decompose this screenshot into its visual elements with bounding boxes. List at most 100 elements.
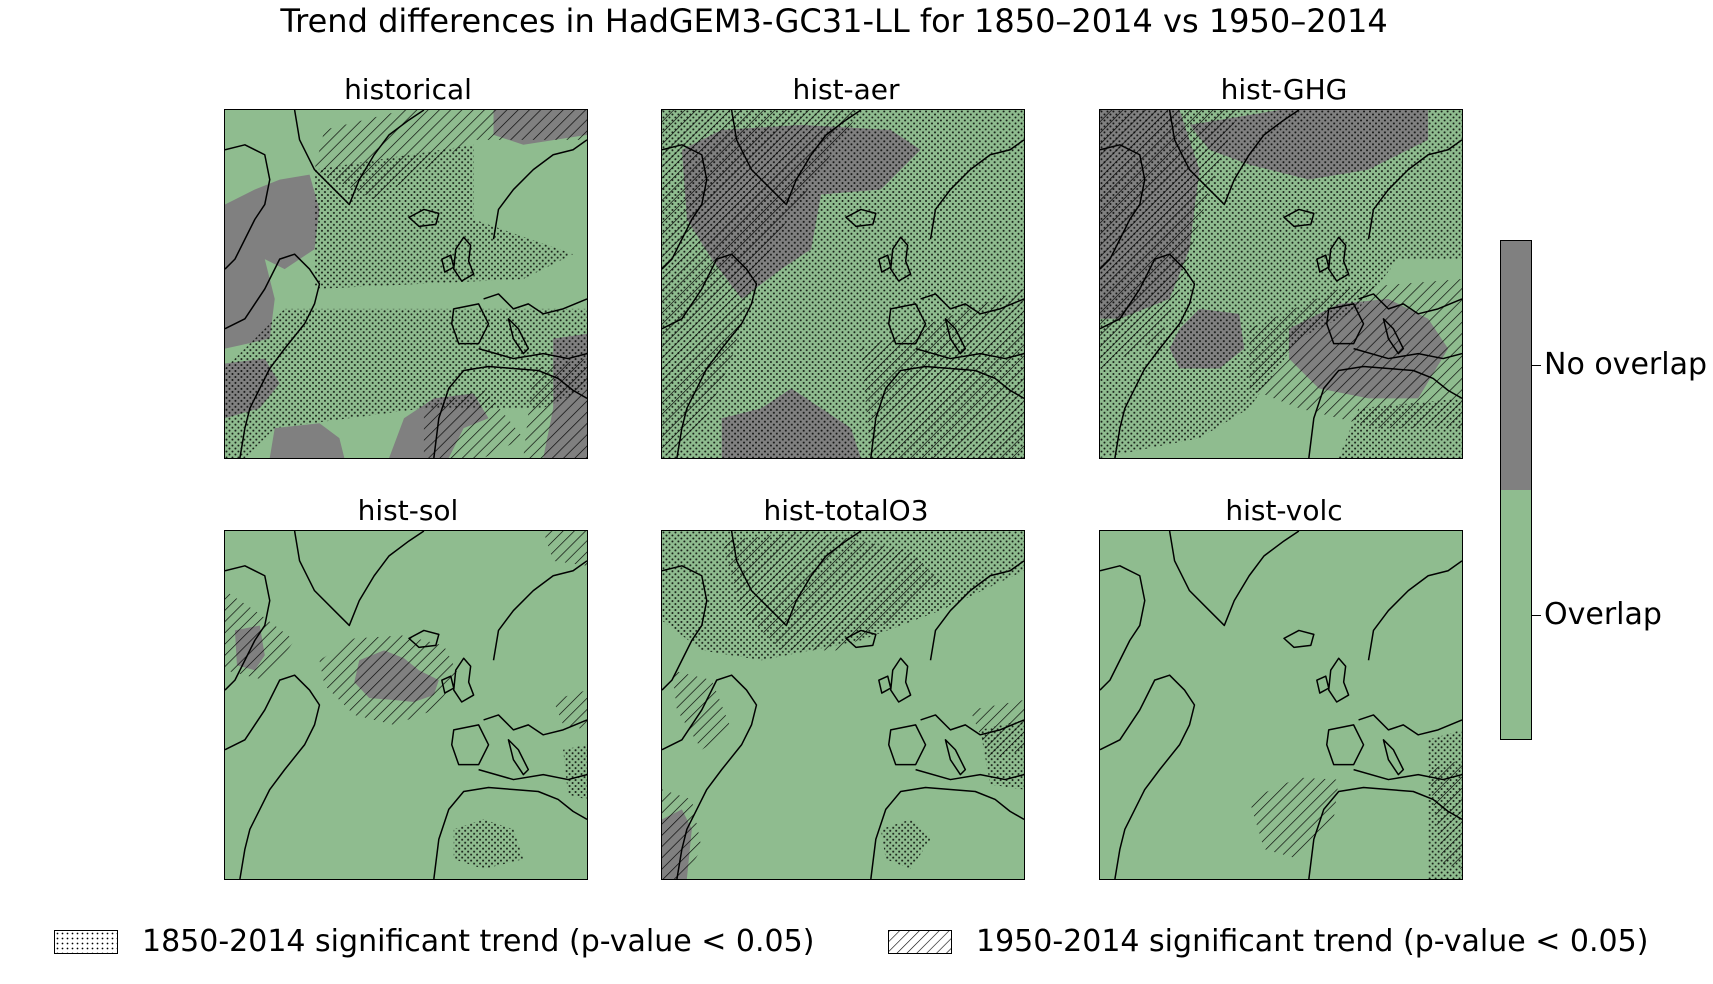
map-hist-ghg	[1099, 109, 1463, 459]
coastline-britain	[452, 236, 475, 282]
coastlines	[662, 531, 1024, 879]
coastline-scandinavia	[1367, 560, 1462, 661]
map-hist-sol	[224, 530, 588, 880]
coastline-ireland	[878, 675, 892, 694]
coastline-iberia	[451, 724, 490, 766]
map-canvas	[1100, 531, 1462, 879]
significance-1950-hatch	[553, 690, 587, 730]
coastline-iberia	[888, 303, 927, 345]
coastline-greenland	[293, 531, 425, 627]
no-overlap-region	[269, 423, 345, 458]
coastline-northAmerica	[662, 674, 758, 879]
significance-1950-hatch	[423, 388, 524, 458]
legend-item-hatch: 1950-2014 significant trend (p-value < 0…	[888, 924, 1648, 959]
coastline-med	[915, 768, 1024, 781]
significance-1950-hatch	[523, 358, 587, 458]
significance-1950-hatch	[543, 531, 587, 566]
coastline-labrador	[225, 144, 271, 270]
coastline-iceland	[408, 629, 440, 649]
map-canvas	[662, 531, 1024, 879]
coastline-iceland	[408, 208, 440, 228]
coastline-africa	[1308, 365, 1462, 458]
coastline-italy	[1382, 739, 1405, 776]
coastline-greenland	[1168, 110, 1300, 206]
coastline-scandinavia	[929, 560, 1024, 661]
coastline-africa	[433, 786, 587, 879]
hatch-pattern-swatch	[888, 929, 952, 954]
coastline-iceland	[1283, 208, 1315, 228]
panel-title-hist-aer: hist-aer	[792, 73, 900, 106]
coastline-iberia	[1326, 724, 1365, 766]
coastline-iceland	[1283, 629, 1315, 649]
map-hist-aer	[661, 109, 1025, 459]
coastline-africa	[433, 365, 587, 458]
coastline-labrador	[662, 144, 708, 270]
coastline-iberia	[888, 724, 927, 766]
coastline-italy	[507, 318, 530, 355]
map-hist-totalo3	[661, 530, 1025, 880]
coastline-med	[478, 347, 587, 360]
coastlines	[1100, 531, 1462, 879]
colorbar-label-no-overlap: No overlap	[1544, 347, 1707, 382]
significance-1950-hatch	[662, 789, 702, 879]
coastline-ireland	[1316, 675, 1330, 694]
map-canvas	[662, 110, 1024, 458]
coastline-labrador	[1100, 565, 1146, 691]
significance-1850-stipple	[225, 308, 587, 458]
panel-title-historical: historical	[344, 73, 472, 106]
panel-title-hist-ghg: hist-GHG	[1220, 73, 1348, 106]
map-canvas	[225, 531, 587, 879]
figure-title: Trend differences in HadGEM3-GC31-LL for…	[280, 2, 1388, 40]
coastline-med	[915, 347, 1024, 360]
significance-1850-stipple	[880, 819, 931, 870]
coastline-iberia	[451, 303, 490, 345]
coastline-africa	[1308, 786, 1462, 879]
coastline-europe	[483, 714, 587, 736]
significance-1850-stipple	[453, 819, 524, 870]
coastline-britain	[1327, 236, 1350, 282]
coastline-med	[1353, 347, 1462, 360]
colorbar-label-overlap: Overlap	[1544, 597, 1662, 632]
coastline-scandinavia	[1367, 139, 1462, 240]
coastline-ireland	[441, 675, 455, 694]
coastline-europe	[1358, 293, 1462, 315]
coastlines	[662, 110, 1024, 458]
significance-1950-hatch	[662, 110, 861, 458]
colorbar	[1500, 240, 1532, 740]
coastline-europe	[920, 293, 1024, 315]
coastline-greenland	[1168, 531, 1300, 627]
coastline-italy	[1382, 318, 1405, 355]
coastline-med	[1353, 768, 1462, 781]
coastlines	[1100, 110, 1462, 458]
coastline-iberia	[1326, 303, 1365, 345]
significance-1950-hatch	[1249, 279, 1462, 429]
significance-1950-hatch	[1100, 110, 1240, 369]
colorbar-no-overlap-segment	[1501, 241, 1531, 490]
map-historical	[224, 109, 588, 459]
coastline-italy	[507, 739, 530, 776]
significance-1950-hatch	[721, 531, 941, 651]
colorbar-tick-overlap	[1532, 615, 1541, 616]
colorbar-overlap-segment	[1501, 490, 1531, 739]
no-overlap-region	[225, 174, 320, 349]
panel-title-hist-volc: hist-volc	[1225, 494, 1343, 527]
coastline-labrador	[225, 565, 271, 691]
panel-title-hist-sol: hist-sol	[357, 494, 459, 527]
coastline-italy	[944, 739, 967, 776]
significance-1950-hatch	[225, 590, 295, 681]
coastline-greenland	[293, 110, 425, 206]
dots-pattern-swatch	[54, 929, 118, 954]
coastline-northAmerica	[225, 253, 321, 458]
legend-item-dots: 1850-2014 significant trend (p-value < 0…	[54, 924, 814, 959]
map-hist-volc	[1099, 530, 1463, 880]
coastlines	[225, 110, 587, 458]
map-canvas	[225, 110, 587, 458]
panel-title-hist-totalo3: hist-totalO3	[763, 494, 929, 527]
coastline-europe	[920, 714, 1024, 736]
legend-label-dots: 1850-2014 significant trend (p-value < 0…	[142, 924, 815, 959]
coastline-britain	[1327, 657, 1350, 703]
coastline-britain	[452, 657, 475, 703]
coastline-britain	[889, 657, 912, 703]
coastlines	[225, 531, 587, 879]
coastline-ireland	[1316, 254, 1330, 273]
